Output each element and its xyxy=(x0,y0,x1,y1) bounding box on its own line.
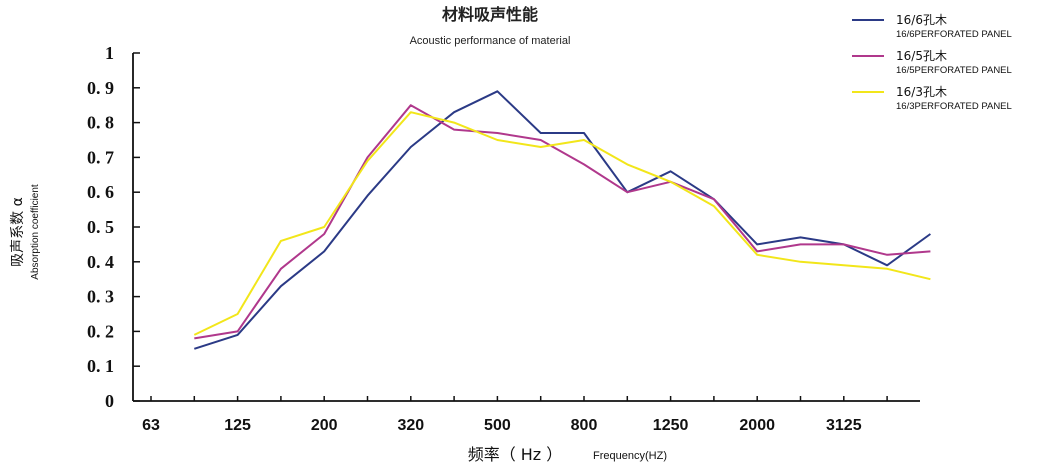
x-tick-label: 3125 xyxy=(826,417,862,434)
series-line-2 xyxy=(194,104,931,340)
x-tick-label: 2000 xyxy=(739,417,775,434)
y-axis-label-cn: 吸声系数 α xyxy=(10,197,26,267)
x-tick-label: 63 xyxy=(142,417,160,434)
x-ticks: 63 125 200 320 500 800 1250 2000 3125 xyxy=(142,396,888,434)
y-axis-label-en: Absorption coefficient xyxy=(30,184,41,280)
y-tick-label: 0. 3 xyxy=(87,287,114,307)
y-tick-label: 1 xyxy=(105,43,114,63)
chart-subtitle: Acoustic performance of material xyxy=(410,35,571,47)
legend-label-3: 16/3孔木 xyxy=(896,85,947,99)
legend-sublabel-3: 16/3PERFORATED PANEL xyxy=(896,101,1012,112)
x-axis-label-cn: 频率（ Hz ） xyxy=(468,445,563,464)
x-tick-label: 320 xyxy=(397,417,424,434)
y-tick-label: 0. 5 xyxy=(87,217,114,237)
chart-title: 材料吸声性能 xyxy=(442,5,538,24)
series-lines xyxy=(193,90,931,350)
legend: 16/6孔木 16/6PERFORATED PANEL 16/5孔木 16/5PERF… xyxy=(852,13,1012,112)
y-tick-label: 0. 4 xyxy=(87,252,114,272)
x-tick-label: 1250 xyxy=(653,417,689,434)
legend-label-1: 16/6孔木 xyxy=(896,13,947,27)
x-tick-label: 125 xyxy=(224,417,251,434)
y-axis-label: 吸声系数 α Absorption coefficient xyxy=(10,184,41,280)
series-line-3 xyxy=(193,111,931,336)
y-tick-label: 0. 7 xyxy=(87,147,114,167)
legend-label-2: 16/5孔木 xyxy=(896,49,947,63)
legend-sublabel-2: 16/5PERFORATED PANEL xyxy=(896,65,1012,76)
legend-sublabel-1: 16/6PERFORATED PANEL xyxy=(896,29,1012,40)
y-tick-label: 0. 1 xyxy=(87,356,114,376)
series-line-1 xyxy=(193,90,931,350)
x-axis-label-en: Frequency(HZ) xyxy=(593,450,667,462)
y-ticks: 0 0. 1 0. 2 0. 3 0. 4 0. 5 0. 6 0. 7 0. 8 0. 9 1 xyxy=(87,43,140,411)
axes xyxy=(132,53,920,402)
x-tick-label: 500 xyxy=(484,417,511,434)
x-tick-label: 800 xyxy=(571,417,598,434)
y-tick-label: 0. 2 xyxy=(87,321,114,341)
y-tick-label: 0. 9 xyxy=(87,78,114,98)
y-tick-label: 0 xyxy=(105,391,114,411)
y-tick-label: 0. 8 xyxy=(87,113,114,133)
y-tick-label: 0. 6 xyxy=(87,182,114,202)
x-tick-label: 200 xyxy=(311,417,338,434)
